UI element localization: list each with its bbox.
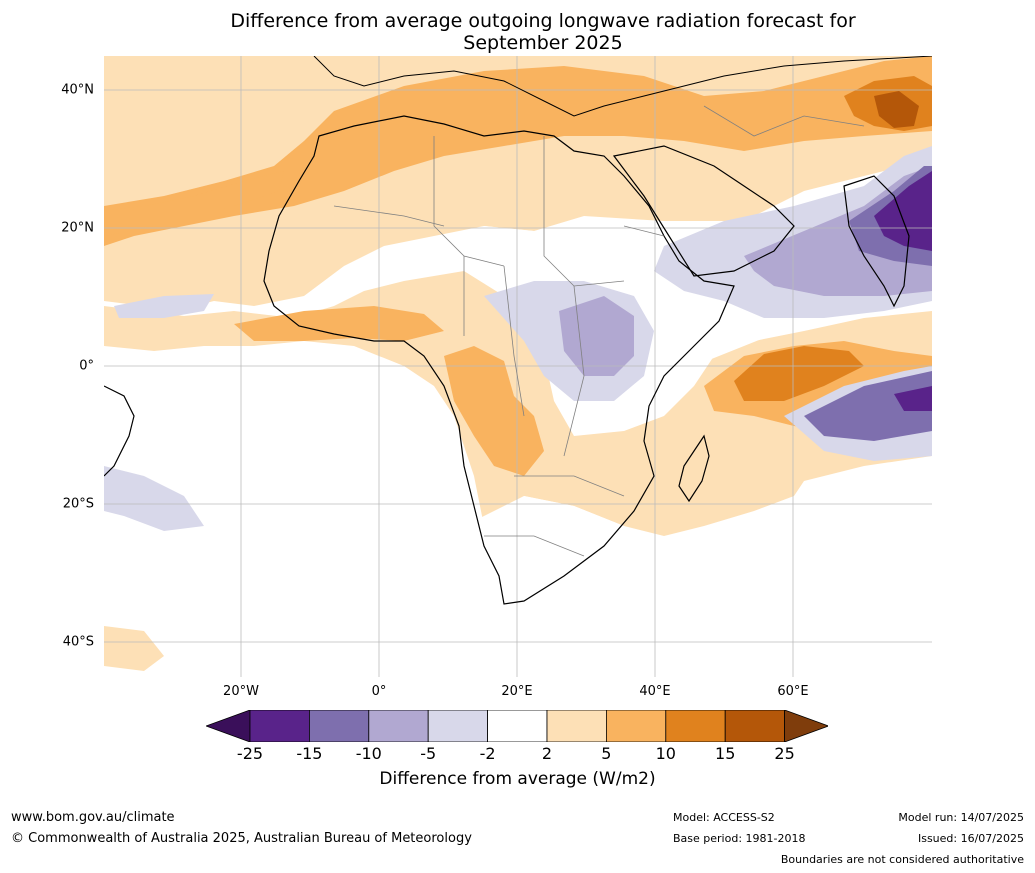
- anomaly-shading-negative-5-10-east-africa: [559, 296, 634, 376]
- colorbar-tick-label: 10: [655, 744, 676, 763]
- colorbar-segment: [546, 710, 607, 742]
- colorbar-segment: [427, 710, 488, 742]
- colorbar: [206, 710, 828, 742]
- footer-model-run: Model run: 14/07/2025: [898, 811, 1024, 824]
- anomaly-shading-positive-5-10-gulf: [234, 306, 444, 341]
- footer-website: www.bom.gov.au/climate: [11, 810, 175, 825]
- colorbar-tick-label: 25: [774, 744, 795, 763]
- anomaly-shading-near-zero-south: [464, 496, 644, 616]
- colorbar-tick-label: -2: [479, 744, 496, 763]
- europe-coastline: [313, 56, 932, 117]
- lat-label-40s: 40°S: [62, 634, 94, 650]
- anomaly-shading-negative-15-25-south-indian: [894, 386, 932, 411]
- colorbar-tick-label: 2: [541, 744, 553, 763]
- footer-issued: Issued: 16/07/2025: [917, 832, 1024, 845]
- lon-label-20w: 20°W: [223, 684, 259, 699]
- colorbar-tick-label: 15: [715, 744, 736, 763]
- colorbar-segment: [309, 710, 370, 742]
- title-line-1: Difference from average outgoing longwav…: [230, 10, 856, 32]
- lat-label-40n: 40°N: [61, 82, 94, 98]
- title-line-2: September 2025: [463, 32, 623, 54]
- arabia-coastline: [612, 145, 795, 277]
- anomaly-shading-positive-15-25-indian-ocean: [734, 346, 864, 401]
- country-borders: [333, 105, 865, 557]
- colorbar-segment: [249, 710, 310, 742]
- anomaly-shading-positive-5-10-north: [104, 56, 932, 246]
- graticule: [104, 56, 932, 677]
- footer-model: Model: ACCESS-S2: [673, 811, 775, 824]
- footer-base-period: Base period: 1981-2018: [673, 832, 806, 845]
- anomaly-map: [104, 56, 932, 677]
- lat-label-20n: 20°N: [61, 220, 94, 236]
- anomaly-shading-positive-5-10-west: [104, 171, 284, 236]
- anomaly-shading-negative-10-15-south-indian: [804, 371, 932, 441]
- colorbar-label: Difference from average (W/m2): [379, 769, 656, 789]
- lon-label-40e: 40°E: [639, 684, 671, 699]
- map-panel: [104, 56, 932, 677]
- footer-copyright: © Commonwealth of Australia 2025, Austra…: [11, 831, 472, 846]
- colorbar-extend-max: [784, 710, 828, 742]
- south-america-coastline: [104, 385, 135, 477]
- colorbar-segment: [665, 710, 726, 742]
- india-coastline: [843, 175, 910, 308]
- lat-label-20s: 20°S: [62, 496, 94, 512]
- chart-title: Difference from average outgoing longwav…: [0, 10, 1035, 54]
- colorbar-segment: [605, 710, 667, 742]
- anomaly-shading-negative-15-25-bay: [874, 171, 932, 251]
- colorbar-segment: [487, 710, 548, 742]
- colorbar-segment: [368, 710, 429, 742]
- lon-label-0: 0°: [371, 684, 387, 699]
- colorbar-segment: [724, 710, 786, 742]
- madagascar-coastline: [678, 434, 710, 503]
- lon-label-20e: 20°E: [501, 684, 533, 699]
- lat-label-0: 0°: [79, 358, 94, 374]
- colorbar-tick-label: -5: [420, 744, 437, 763]
- anomaly-shading-positive-2-5-south-west: [104, 626, 164, 671]
- africa-coastline: [263, 115, 735, 605]
- colorbar-tick-label: -10: [355, 744, 382, 763]
- anomaly-shading-negative-2-5-atlantic: [104, 466, 204, 531]
- footer-disclaimer: Boundaries are not considered authoritat…: [780, 853, 1024, 866]
- anomaly-shading-negative-2-5-west-atlantic: [114, 294, 214, 318]
- anomaly-shading-positive-above-25-tibet: [874, 91, 919, 128]
- anomaly-shading-positive-5-10-congo: [444, 346, 544, 476]
- colorbar-tick-label: -25: [236, 744, 264, 763]
- colorbar-extend-min: [206, 710, 251, 742]
- lon-label-60e: 60°E: [777, 684, 809, 699]
- colorbar-tick-label: 5: [601, 744, 612, 763]
- colorbar-tick-label: -15: [296, 744, 323, 763]
